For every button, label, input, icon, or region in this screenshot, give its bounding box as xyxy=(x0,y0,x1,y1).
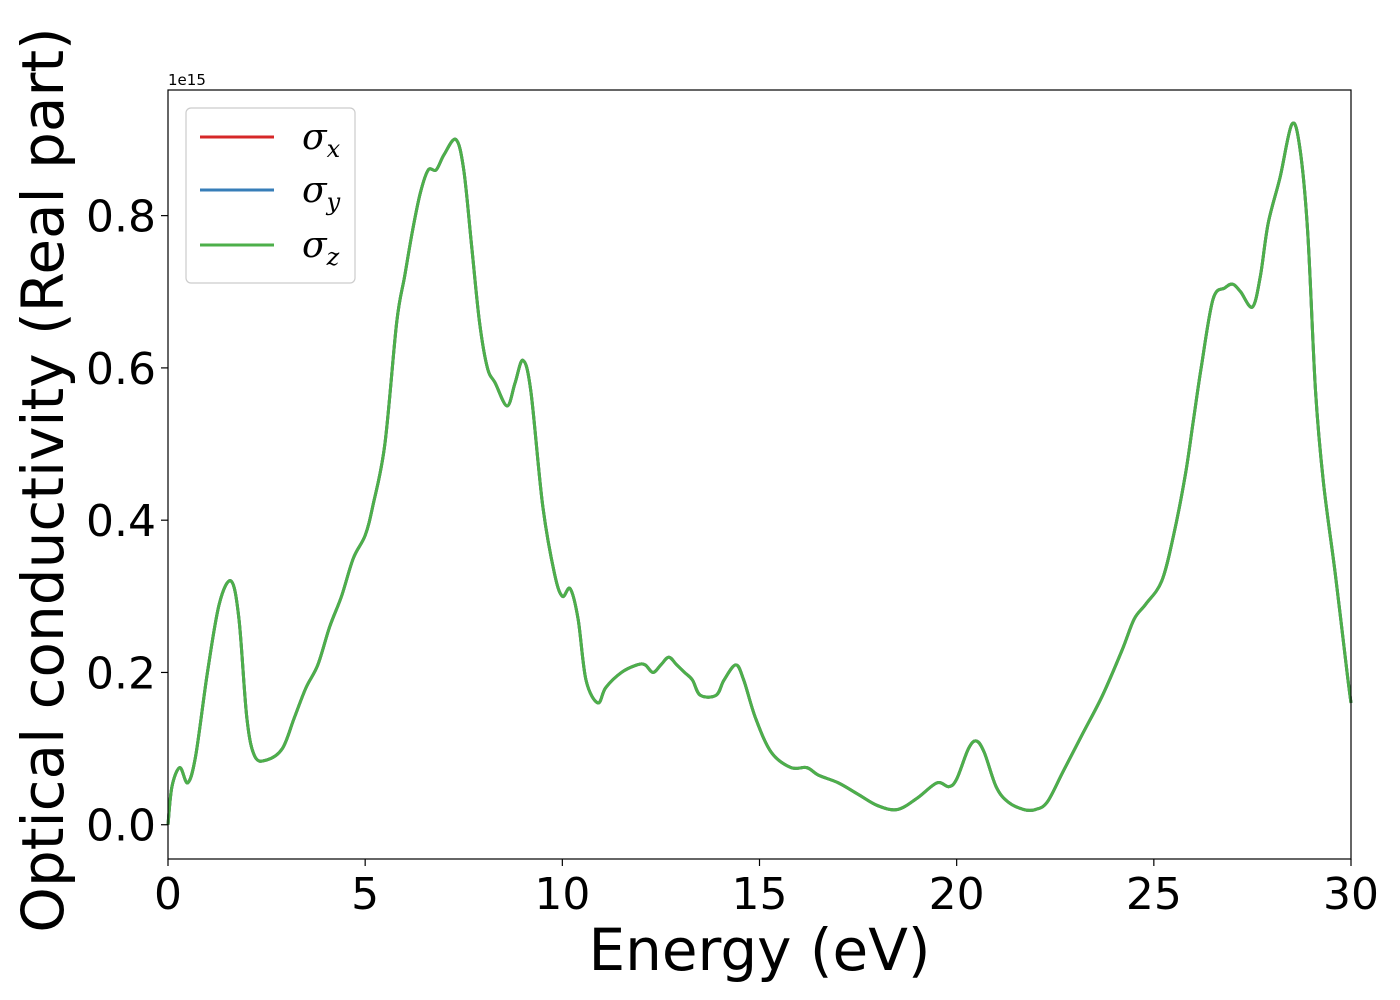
legend-entry-label: σz xyxy=(302,225,340,271)
x-axis-ticks: 0 5 10 15 20 25 30 xyxy=(154,859,1379,920)
legend-box xyxy=(185,107,356,284)
x-tick-label: 5 xyxy=(351,869,379,920)
y-tick-label: 0.8 xyxy=(86,192,156,243)
y-tick-label: 0.2 xyxy=(86,648,156,699)
x-tick-label: 30 xyxy=(1323,869,1379,920)
x-axis-label: Energy (eV) xyxy=(588,916,930,984)
x-tick-label: 10 xyxy=(534,869,590,920)
x-tick-label: 0 xyxy=(154,869,182,920)
x-tick-label: 25 xyxy=(1126,869,1182,920)
series-line-sigma-z xyxy=(166,121,1353,825)
y-axis-label: Optical conductivity (Real part) xyxy=(9,27,77,932)
y-axis-ticks: 0.0 0.2 0.4 0.6 0.8 xyxy=(86,192,168,852)
legend-entry-label: σx xyxy=(302,117,341,163)
y-offset-label: 1e15 xyxy=(168,71,206,89)
legend: σx σy σz xyxy=(185,107,356,284)
y-tick-label: 0.4 xyxy=(86,496,156,547)
x-tick-label: 20 xyxy=(929,869,985,920)
x-tick-label: 15 xyxy=(732,869,788,920)
legend-entry-label: σy xyxy=(302,170,341,216)
y-tick-label: 0.6 xyxy=(86,344,156,395)
series-layer xyxy=(166,121,1353,825)
y-tick-label: 0.0 xyxy=(86,801,156,852)
